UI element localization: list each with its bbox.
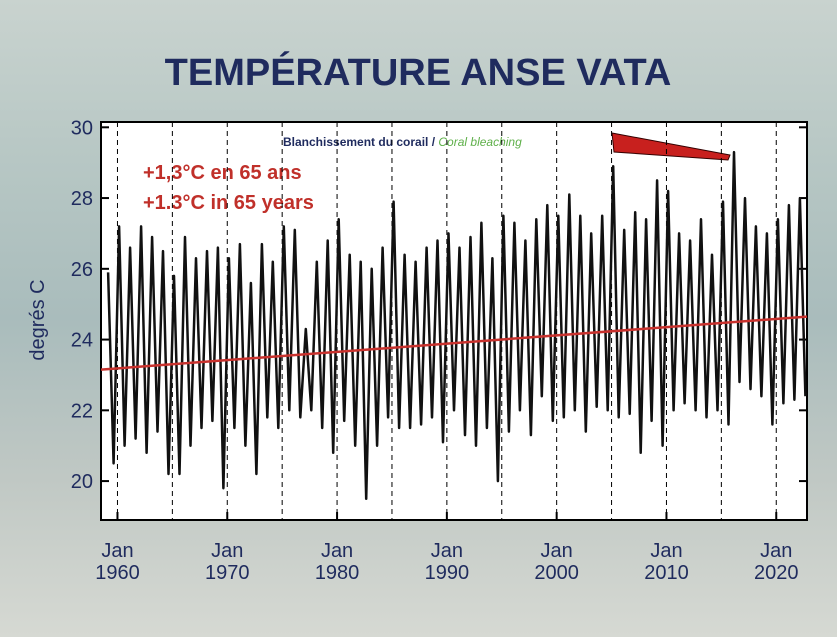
chart-title: TEMPÉRATURE ANSE VATA [165,50,672,94]
annotation: +1.3°C in 65 years [143,192,314,214]
x-tick-label: Jan 2020 [736,540,816,584]
y-tick-label: 22 [71,400,93,422]
x-tick-label: Jan 1970 [187,540,267,584]
y-axis-label: degrés C [27,279,49,360]
y-tick-label: 30 [71,117,93,139]
x-tick-label: Jan 2010 [626,540,706,584]
bleaching-note: Blanchissement du corail / Coral bleachi… [283,135,522,149]
x-tick-label: Jan 1960 [77,540,157,584]
y-tick-label: 24 [71,330,93,352]
y-tick-label: 20 [71,471,93,493]
annotation: +1,3°C en 65 ans [143,162,302,184]
x-tick-label: Jan 1990 [407,540,487,584]
y-tick-label: 28 [71,188,93,210]
x-tick-label: Jan 2000 [517,540,597,584]
y-tick-label: 26 [71,259,93,281]
x-tick-label: Jan 1980 [297,540,377,584]
bleaching-en: Coral bleaching [438,135,522,149]
bleaching-fr: Blanchissement du corail / [283,135,438,149]
page: TEMPÉRATURE ANSE VATA degrés C +1,3°C en… [0,0,837,637]
